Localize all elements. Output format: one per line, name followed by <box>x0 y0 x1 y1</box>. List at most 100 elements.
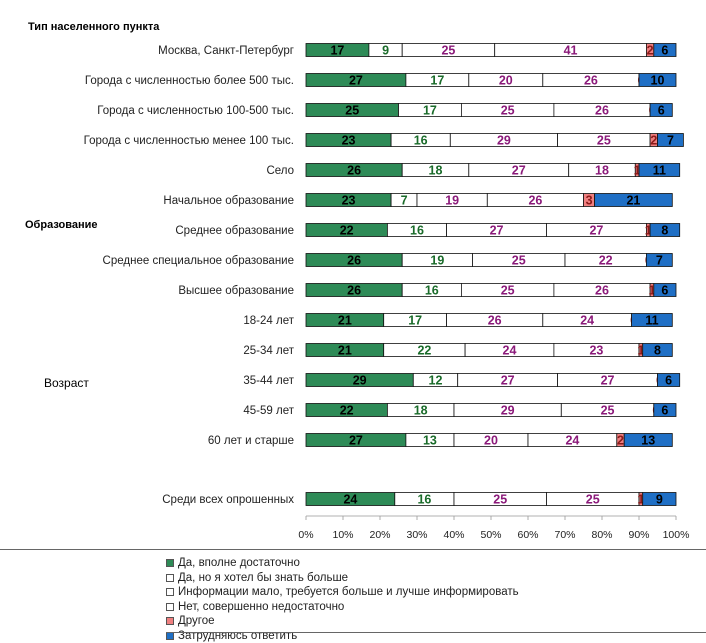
legend-item: Нет, совершенно недостаточно <box>166 600 519 615</box>
category-label: Село <box>266 165 294 177</box>
data-label: 13 <box>641 434 655 448</box>
data-label: 12 <box>429 374 443 388</box>
data-label: 24 <box>503 344 517 358</box>
data-label: 17 <box>330 44 344 58</box>
data-label: 8 <box>654 344 661 358</box>
legend-divider-bottom <box>166 632 706 633</box>
data-label: 2 <box>617 434 624 448</box>
data-label: 29 <box>353 374 367 388</box>
data-label: 26 <box>528 194 542 208</box>
data-label: 26 <box>595 284 609 298</box>
data-label: 16 <box>414 134 428 148</box>
data-label: 25 <box>512 254 526 268</box>
group-label: Возраст <box>44 376 89 390</box>
x-tick-label: 60% <box>517 529 538 541</box>
data-label: 26 <box>347 284 361 298</box>
category-label: Города с численностью более 500 тыс. <box>85 75 294 87</box>
legend-divider-top <box>0 549 706 550</box>
category-label: 25-34 лет <box>243 345 294 357</box>
data-label: 23 <box>342 134 356 148</box>
data-label: 25 <box>501 104 515 118</box>
group-label: Тип населенного пункта <box>28 21 160 33</box>
data-label: 23 <box>342 194 356 208</box>
data-label: 27 <box>349 434 363 448</box>
data-label: 21 <box>338 344 352 358</box>
data-label: 25 <box>493 493 507 507</box>
data-label: 16 <box>417 493 431 507</box>
data-label: 22 <box>340 224 354 238</box>
data-label: 24 <box>580 314 594 328</box>
data-label: 23 <box>589 344 603 358</box>
legend-swatch <box>166 603 174 611</box>
data-label: 27 <box>601 374 615 388</box>
data-label: 41 <box>564 44 578 58</box>
data-label: 10 <box>651 74 665 88</box>
category-label: Среднее специальное образование <box>103 255 294 267</box>
data-label: 17 <box>430 74 444 88</box>
data-label: 20 <box>484 434 498 448</box>
category-label: Москва, Санкт-Петербург <box>158 45 294 57</box>
x-tick-label: 100% <box>663 529 690 541</box>
x-tick-label: 30% <box>406 529 427 541</box>
data-label: 25 <box>586 493 600 507</box>
data-label: 27 <box>490 224 504 238</box>
data-label: 26 <box>488 314 502 328</box>
data-label: 6 <box>658 104 665 118</box>
data-label: 25 <box>501 284 515 298</box>
data-label: 7 <box>401 194 408 208</box>
category-label: 45-59 лет <box>243 405 294 417</box>
data-label: 22 <box>417 344 431 358</box>
data-label: 8 <box>661 224 668 238</box>
legend-item: Да, но я хотел бы знать больше <box>166 571 519 586</box>
legend-swatch <box>166 574 174 582</box>
data-label: 11 <box>653 164 666 178</box>
legend-label: Другое <box>178 615 215 627</box>
legend-label: Да, но я хотел бы знать больше <box>178 572 348 584</box>
data-label: 13 <box>423 434 437 448</box>
x-tick-label: 90% <box>628 529 649 541</box>
data-label: 9 <box>656 493 663 507</box>
data-label: 29 <box>501 404 515 418</box>
legend-swatch <box>166 588 174 596</box>
x-tick-label: 20% <box>369 529 390 541</box>
data-label: 27 <box>589 224 603 238</box>
data-label: 6 <box>661 284 668 298</box>
data-label: 6 <box>665 374 672 388</box>
data-label: 18 <box>429 164 443 178</box>
x-tick-label: 50% <box>480 529 501 541</box>
legend-label: Нет, совершенно недостаточно <box>178 601 344 613</box>
category-label: Высшее образование <box>178 285 294 297</box>
legend-swatch <box>166 559 174 567</box>
data-label: 3 <box>586 194 593 208</box>
data-label: 26 <box>347 254 361 268</box>
data-label: 2 <box>647 44 654 58</box>
data-label: 21 <box>338 314 352 328</box>
data-label: 22 <box>599 254 613 268</box>
data-label: 6 <box>661 44 668 58</box>
group-label: Образование <box>25 219 98 231</box>
category-label: Города с численностью 100-500 тыс. <box>97 105 294 117</box>
data-label: 24 <box>565 434 579 448</box>
data-label: 7 <box>667 134 674 148</box>
data-label: 9 <box>382 44 389 58</box>
data-label: 17 <box>423 104 437 118</box>
x-tick-label: 70% <box>554 529 575 541</box>
data-label: 19 <box>445 194 459 208</box>
category-label: 35-44 лет <box>243 375 294 387</box>
data-label: 16 <box>425 284 439 298</box>
data-label: 24 <box>343 493 357 507</box>
data-label: 29 <box>497 134 511 148</box>
legend-swatch <box>166 617 174 625</box>
category-label: 60 лет и старше <box>208 435 294 447</box>
data-label: 11 <box>645 314 658 328</box>
legend-item: Другое <box>166 614 519 629</box>
category-label: Города с численностью менее 100 тыс. <box>84 135 294 147</box>
data-label: 21 <box>626 194 640 208</box>
category-label: 18-24 лет <box>243 315 294 327</box>
data-label: 6 <box>661 404 668 418</box>
data-label: 2 <box>650 134 657 148</box>
legend-item: Информации мало, требуется больше и лучш… <box>166 585 519 600</box>
data-label: 25 <box>597 134 611 148</box>
data-label: 26 <box>347 164 361 178</box>
